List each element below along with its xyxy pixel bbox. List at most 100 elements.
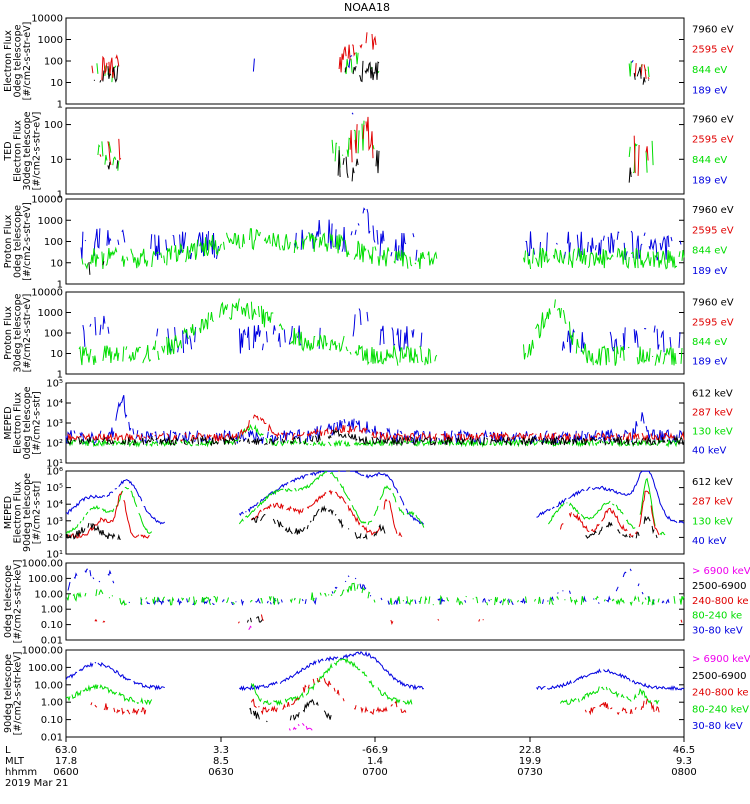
series-trace: [65, 470, 666, 536]
time-tick-label: 3.3: [213, 745, 229, 756]
series-trace: [67, 414, 685, 443]
legend-entry: 40 keV: [692, 536, 726, 547]
y-tick-label: 1: [57, 280, 63, 291]
y-axis-label: 30deg telescope: [13, 293, 24, 372]
y-axis-label: 0deg telescope: [13, 205, 24, 278]
time-tick-label: -66.9: [362, 745, 388, 756]
series-trace: [248, 625, 252, 630]
y-tick-label: 1.00: [41, 698, 63, 709]
y-tick-label: 100: [44, 57, 63, 68]
legend-entry: > 6900 keV: [692, 566, 750, 577]
series-trace: [288, 723, 313, 731]
y-axis-label: Electron Flux: [13, 392, 24, 454]
series-trace: [108, 150, 647, 183]
y-axis-label: [#/cm2-s-str-eV]: [22, 294, 33, 373]
time-tick-label: 0700: [362, 767, 387, 778]
legend-entry: 7960 eV: [692, 24, 734, 35]
y-axis-label: [#/cm2-s-str-eV]: [22, 22, 33, 101]
legend-entry: 189 eV: [692, 266, 727, 277]
y-tick-label: 1000.00: [22, 646, 63, 657]
legend-entry: 2595 eV: [692, 317, 734, 328]
legend-entry: 240-800 ke: [692, 596, 749, 607]
series-trace: [66, 429, 685, 447]
y-axis-label: Electron Flux: [13, 481, 24, 543]
y-tick-label: 0.01: [41, 733, 63, 744]
y-tick-label: 100.00: [28, 574, 63, 585]
y-tick-label: 10: [50, 349, 63, 360]
y-tick-label: 10: [50, 78, 63, 89]
traces: [65, 470, 685, 540]
legend-entry: 40 keV: [692, 446, 726, 457]
y-tick-label: 10000: [31, 14, 63, 25]
time-tick-label: 8.5: [213, 756, 229, 767]
y-axis-label: Proton Flux: [3, 306, 14, 360]
y-tick-label: 1: [57, 370, 63, 381]
legend-entry: 189 eV: [692, 176, 727, 187]
panel-frame: [65, 107, 685, 195]
time-tick-label: 0730: [517, 767, 542, 778]
legend-entry: 287 keV: [692, 497, 733, 508]
legend-entry: 80-240 ke: [692, 611, 742, 622]
panel-frame: [65, 17, 685, 105]
y-axis-label: [#/cm2-s-str-eV]: [22, 202, 33, 281]
legend-entry: 2500-6900: [692, 671, 747, 682]
legend-entry: 844 eV: [692, 246, 727, 257]
y-tick-label: 1000: [38, 216, 63, 227]
y-tick-label: 10³: [46, 516, 63, 527]
y-tick-label: 10: [50, 155, 63, 166]
y-tick-label: 1000.00: [22, 559, 63, 570]
panel-8: 0.01 0.10 1.00 10.00 100.00 1000.00 90deg tele…: [3, 646, 750, 744]
y-tick-label: 10000: [31, 288, 63, 299]
y-axis-label: TED: [3, 141, 14, 161]
series-trace: [94, 61, 652, 85]
time-tick-label: 0600: [53, 767, 78, 778]
traces: [97, 113, 654, 183]
series-trace: [100, 117, 653, 176]
series-trace: [66, 507, 659, 540]
series-trace: [65, 657, 660, 706]
y-tick-label: 10⁵: [46, 379, 63, 390]
y-tick-label: 10000: [31, 195, 63, 206]
time-tick-label: 0630: [208, 767, 233, 778]
y-tick-label: 10³: [46, 419, 63, 430]
time-tick-label: 63.0: [55, 745, 77, 756]
y-tick-label: 10¹: [46, 550, 63, 561]
series-trace: [67, 489, 660, 539]
y-axis-label: 0deg telescope: [3, 565, 14, 638]
y-axis-label: [#/cm2-s-str]: [32, 481, 43, 544]
legend-entry: 2500-6900: [692, 581, 747, 592]
y-tick-label: 1: [57, 190, 63, 201]
y-tick-label: 100.00: [28, 663, 63, 674]
series-trace: [97, 120, 654, 174]
y-axis-label: Electron Flux: [3, 30, 14, 92]
legend-entry: > 6900 keV: [692, 654, 750, 665]
y-axis-label: [#/cm2-s-str-eV]: [32, 112, 43, 191]
legend-entry: 612 keV: [692, 477, 733, 488]
y-axis-label: [#/cm2-s-str-keV]: [13, 560, 24, 644]
series-trace: [95, 615, 684, 624]
y-tick-label: 10²: [46, 533, 63, 544]
y-axis-label: MEPED: [3, 406, 14, 439]
series-trace: [83, 309, 684, 354]
legend-entry: 2595 eV: [692, 45, 734, 56]
series-trace: [81, 228, 685, 270]
legend-entry: 7960 eV: [692, 205, 734, 216]
series-trace: [65, 650, 685, 692]
y-tick-label: 0.10: [41, 620, 63, 631]
y-tick-label: 10: [50, 258, 63, 269]
time-tick-label: 19.9: [519, 756, 541, 767]
traces: [65, 650, 685, 731]
y-axis-label: [#/cm2-s-str-keV]: [13, 652, 24, 736]
y-axis-label: 0deg telescope: [22, 386, 33, 459]
series-trace: [79, 299, 684, 366]
traces: [81, 208, 684, 277]
traces: [67, 569, 684, 630]
y-tick-label: 10⁵: [46, 483, 63, 494]
y-tick-label: 10⁴: [46, 399, 63, 410]
y-tick-label: 1000: [38, 308, 63, 319]
